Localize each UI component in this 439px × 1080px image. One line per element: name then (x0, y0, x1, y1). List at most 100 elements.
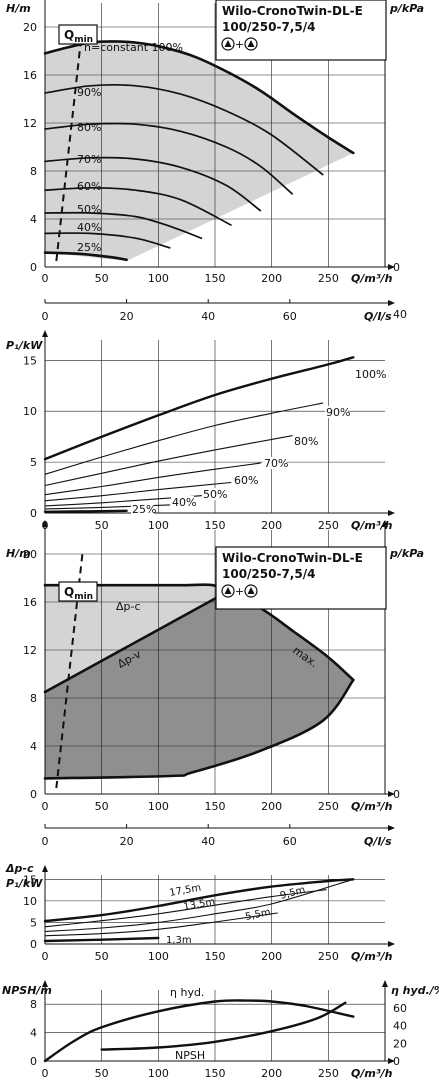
p1-bottom-curve-5-5m (44, 912, 278, 937)
p1-bottom-xtick-5: 250 (318, 950, 339, 963)
p1-top-ylabel: P₁/kW (6, 339, 43, 352)
hq-top-xtick-5: 250 (318, 272, 339, 285)
hq-top-annotation: n=constant 100% (84, 41, 183, 54)
p1-top-xtick-3: 150 (205, 519, 226, 532)
hq-top-title-line1: Wilo-CronoTwin-DL-E (222, 4, 363, 18)
p1-bottom-y-arrow (42, 865, 48, 872)
p1-top-xlabel: Q/m³/h (351, 519, 393, 532)
npsh-xtick-0: 0 (42, 1067, 49, 1080)
p1-top-label-bg-50pct (202, 488, 225, 500)
hq-top-x2tick-0: 0 (42, 310, 49, 323)
hq-bottom-qmin-sub: min (74, 592, 93, 602)
p1-bottom-grid (45, 875, 385, 944)
npsh-ylabel-right: η hyd./% (391, 984, 439, 997)
npsh-curve-npsh (100, 1001, 347, 1051)
p1-bottom-ylabel: P₁/kW (6, 877, 43, 890)
p1-top-label-bg-25pct (131, 503, 154, 515)
hq-bottom-x2-arrow (388, 825, 395, 831)
hq-top-x-arrow (388, 264, 395, 270)
hq-top-ytick-5: 20 (23, 21, 37, 34)
p1-top-ytick-3: 15 (23, 354, 37, 367)
npsh-curve-eta (43, 999, 355, 1063)
hq-bottom-xlabel2: Q/l/s (364, 835, 392, 848)
hq-bottom-x2tick-2: 40 (201, 835, 215, 848)
npsh-xtick-2: 100 (148, 1067, 169, 1080)
npsh-y2tick-0: 0 (393, 1055, 400, 1068)
p1-top-xtick-5: 250 (318, 519, 339, 532)
p1-bottom-ytick-3: 15 (23, 873, 37, 886)
hq-bottom-curve-min (43, 678, 355, 780)
hq-bottom-pump-arrow-1 (247, 587, 255, 594)
p1-bottom-xtick-2: 100 (148, 950, 169, 963)
hq-top-pump-plus: + (235, 38, 244, 51)
p1-top-label-bg-100pct (354, 368, 384, 380)
p1-top-curve-70pct (44, 462, 261, 496)
hq-top-xtick-3: 150 (205, 272, 226, 285)
hq-top-pump-arrow-0 (224, 40, 232, 47)
hq-bottom-dpv-area (45, 592, 354, 779)
npsh-label-eta: η hyd. (170, 986, 204, 999)
hq-top-curve-70pct (44, 156, 262, 212)
p1-top-label-50pct: 50% (203, 488, 227, 501)
hq-top-label-70pct: 70% (77, 153, 101, 166)
p1-top-xtick-1: 50 (95, 519, 109, 532)
hq-top-ytick-1: 4 (30, 213, 37, 226)
hq-top-xtick-4: 200 (261, 272, 282, 285)
npsh-y-arrow (42, 980, 48, 987)
hq-top-title-box (215, 0, 387, 61)
p1-bottom-label-1-3m: 1,3m (166, 935, 192, 946)
hq-top-x2-arrow (388, 300, 395, 306)
hq-top-label-90pct: 90% (77, 86, 101, 99)
hq-top-label-50pct: 50% (77, 203, 101, 216)
p1-bottom-curve-13-5m (44, 889, 327, 928)
p1-bottom-label-5-5m: 5,5m (244, 907, 271, 923)
hq-top-curve-40pct (44, 232, 171, 249)
hq-top-xlabel: Q/m³/h (351, 272, 393, 285)
hq-bottom-x-arrow (388, 791, 395, 797)
p1-top-ytick-0: 0 (30, 507, 37, 520)
hq-top-title-line2: 100/250-7,5/4 (222, 20, 315, 34)
hq-top-operating-area (45, 41, 354, 262)
hq-bottom-ytick-0: 0 (30, 788, 37, 801)
hq-top-ylabel-right: p/kPa (389, 2, 424, 15)
npsh-xtick-4: 200 (261, 1067, 282, 1080)
hq-bottom-x2tick-0: 0 (42, 835, 49, 848)
p1-bottom-ytick-1: 5 (30, 916, 37, 929)
hq-top-ylabel: H/m (6, 2, 31, 15)
p1-top-label-60pct: 60% (234, 474, 258, 487)
hq-bottom-title-box (215, 546, 387, 610)
p1-top-ytick-1: 5 (30, 456, 37, 469)
hq-top-label-80pct: 80% (77, 121, 101, 134)
hq-top-curve-25pct (43, 251, 128, 262)
p1-top-label-70pct: 70% (264, 457, 288, 470)
p1-top-label-80pct: 80% (294, 435, 318, 448)
hq-bottom-y2tick-0: 0 (393, 788, 400, 801)
p1-top-curve-60pct (44, 481, 232, 502)
p1-top-label-40pct: 40% (172, 496, 196, 509)
p1-bottom-xtick-1: 50 (95, 950, 109, 963)
hq-bottom-pump-plus: + (235, 585, 244, 598)
hq-bottom-curve-dpv (43, 591, 228, 694)
hq-bottom-ytick-4: 16 (23, 596, 37, 609)
p1-bottom-xtick-3: 150 (205, 950, 226, 963)
p1-bottom-curve-1-3m (43, 936, 160, 943)
npsh-xtick-3: 150 (205, 1067, 226, 1080)
hq-bottom-ytick-3: 12 (23, 644, 37, 657)
hq-top-curve-90pct (44, 83, 324, 176)
p1-bottom-xtick-4: 200 (261, 950, 282, 963)
hq-top-label-40pct: 40% (77, 221, 101, 234)
npsh-y2tick-2: 40 (393, 1020, 407, 1033)
hq-bottom-xtick-0: 0 (42, 800, 49, 813)
hq-bottom-qmin-box (58, 581, 98, 602)
npsh-ytick-1: 4 (30, 1027, 37, 1040)
p1-top-x-arrow (388, 510, 395, 516)
hq-top-ytick-3: 12 (23, 117, 37, 130)
hq-top-curve-50pct (44, 211, 203, 240)
hq-bottom-xtick-1: 50 (95, 800, 109, 813)
npsh-y2-arrow (382, 980, 388, 987)
p1-top-label-bg-90pct (325, 406, 348, 418)
hq-bottom-label-dpc: Δp-c (116, 600, 141, 613)
p1-top-curve-25pct (43, 509, 128, 513)
hq-top-label-25pct: 25% (77, 241, 101, 254)
hq-bottom-xtick-5: 250 (318, 800, 339, 813)
